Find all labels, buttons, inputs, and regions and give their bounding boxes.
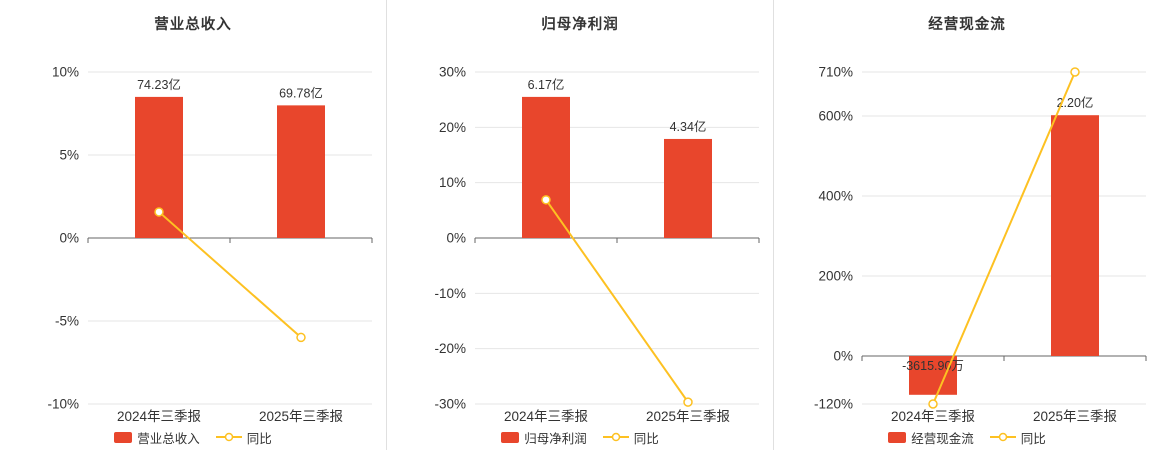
y-axis-tick-label: 200%	[818, 269, 853, 284]
bar[interactable]	[135, 96, 183, 239]
yoy-line-icon	[602, 432, 629, 442]
legend-label: 经营现金流	[911, 431, 974, 446]
chart-title: 经营现金流	[928, 17, 1006, 33]
x-axis-label: 2025年三季报	[259, 409, 343, 424]
legend-item-yoy[interactable]: 同比	[989, 428, 1046, 447]
bar[interactable]	[522, 96, 570, 239]
legend-item-bar[interactable]: 营业总收入	[114, 428, 200, 447]
bar-value-label: -3615.90万	[902, 359, 964, 373]
line-marker-icon[interactable]	[541, 195, 551, 205]
yoy-line	[932, 71, 1076, 405]
legend-label: 营业总收入	[137, 431, 200, 446]
x-axis-label: 2025年三季报	[1033, 409, 1117, 424]
y-axis-tick-label: 20%	[439, 120, 466, 135]
y-axis-tick-label: 0%	[59, 231, 79, 246]
y-axis-tick-label: -20%	[434, 341, 466, 356]
chart-panel-net-profit: 归母净利润 30% 20% 10% 0% -10% -20% -30% 6.17亿 4.34亿 2…	[387, 0, 774, 450]
y-axis-tick-label: 710%	[818, 65, 853, 80]
yoy-line-icon	[989, 432, 1016, 442]
yoy-line	[545, 199, 689, 403]
y-axis-tick-label: -10%	[47, 397, 79, 412]
y-axis-tick-label: 5%	[59, 148, 79, 163]
y-axis-tick-label: 30%	[439, 65, 466, 80]
legend-label: 归母净利润	[524, 431, 587, 446]
bar-value-label: 69.78亿	[279, 85, 323, 100]
y-axis-tick-label: 0%	[833, 349, 853, 364]
y-axis-tick-label: 10%	[52, 65, 79, 80]
bar-value-label: 4.34亿	[670, 119, 707, 134]
line-marker-icon[interactable]	[928, 399, 938, 409]
chart-plot: 10% 5% 0% -5% -10% 74.23亿 69.78亿 2024年三季报 2025年三…	[47, 65, 373, 424]
legend-label: 同比	[1020, 431, 1046, 446]
line-marker-icon[interactable]	[154, 207, 164, 217]
chart-title: 营业总收入	[154, 17, 232, 33]
legend-item-yoy[interactable]: 同比	[215, 428, 272, 447]
y-axis-tick-label: 10%	[439, 175, 466, 190]
chart-legend: 归母净利润 同比	[387, 428, 773, 446]
legend-label: 同比	[246, 431, 272, 446]
chart-legend: 经营现金流 同比	[774, 428, 1160, 446]
line-marker-icon[interactable]	[296, 332, 306, 343]
chart-title: 归母净利润	[541, 17, 619, 33]
bar-value-label: 6.17亿	[528, 77, 565, 92]
chart-plot: 710% 600% 400% 200% 0% -120% -3615.90万 2.20亿 202…	[814, 65, 1147, 424]
yoy-line-icon	[215, 432, 242, 442]
x-axis-label: 2025年三季报	[646, 409, 730, 424]
y-axis-tick-label: 0%	[446, 231, 466, 246]
legend-item-bar[interactable]: 经营现金流	[888, 428, 974, 447]
bar-swatch-icon	[114, 431, 133, 443]
y-axis-tick-label: 600%	[818, 109, 853, 124]
legend-item-bar[interactable]: 归母净利润	[501, 428, 587, 447]
x-axis-label: 2024年三季报	[504, 409, 588, 424]
legend-item-yoy[interactable]: 同比	[602, 428, 659, 447]
y-axis-tick-label: -5%	[55, 314, 79, 329]
bar-swatch-icon	[888, 431, 907, 443]
chart-panel-cash-flow: 经营现金流 710% 600% 400% 200% 0% -120% -3615.90万 2.…	[774, 0, 1160, 450]
y-axis-tick-label: 400%	[818, 189, 853, 204]
x-axis-label: 2024年三季报	[891, 409, 975, 424]
bar[interactable]	[909, 356, 957, 395]
yoy-line	[158, 211, 302, 339]
y-axis-tick-label: -10%	[434, 286, 466, 301]
y-axis-tick-label: -120%	[814, 397, 853, 412]
bar[interactable]	[1051, 115, 1099, 356]
bar-value-label: 2.20亿	[1057, 95, 1094, 110]
chart-plot: 30% 20% 10% 0% -10% -20% -30% 6.17亿 4.34亿 2024年三季…	[434, 65, 760, 424]
line-marker-icon[interactable]	[683, 397, 693, 407]
bar[interactable]	[277, 105, 325, 238]
chart-panel-revenue: 营业总收入 10% 5% 0% -5% -10% 74.23亿 69.78亿 2024年三季报…	[0, 0, 387, 450]
bar-swatch-icon	[501, 431, 520, 443]
bar-value-label: 74.23亿	[137, 77, 181, 92]
bar[interactable]	[664, 138, 712, 238]
line-marker-icon[interactable]	[1070, 67, 1080, 77]
legend-label: 同比	[633, 431, 659, 446]
y-axis-tick-label: -30%	[434, 397, 466, 412]
chart-legend: 营业总收入 同比	[0, 428, 386, 446]
x-axis-label: 2024年三季报	[117, 409, 201, 424]
